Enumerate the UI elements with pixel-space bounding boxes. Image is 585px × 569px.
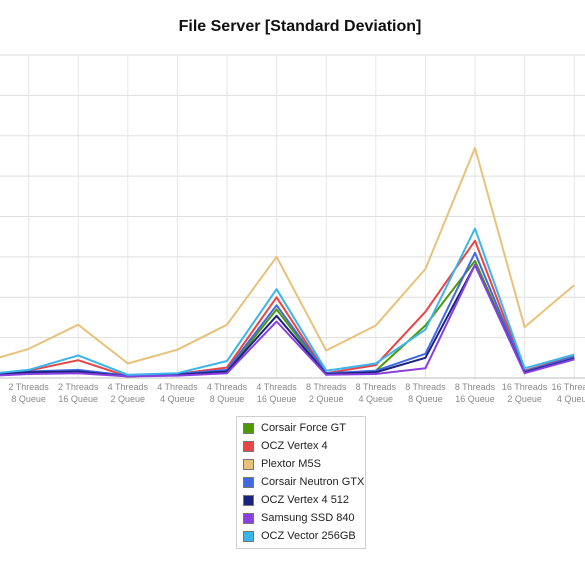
legend-label: Plextor M5S (261, 458, 321, 470)
x-tick-label: 8 Threads 8 Queue (405, 382, 446, 404)
series-layer (0, 146, 575, 378)
legend-swatch (243, 512, 254, 524)
legend-item: Corsair Force GT (237, 419, 365, 437)
x-tick-label: 8 Threads 2 Queue (306, 382, 347, 404)
legend: Corsair Force GT OCZ Vertex 4 Plextor M5S C… (236, 416, 366, 549)
series-line (0, 239, 575, 378)
legend-swatch (243, 458, 254, 470)
x-tick-label: 8 Threads 16 Queue (455, 382, 496, 404)
legend-swatch (243, 530, 254, 542)
legend-item: OCZ Vertex 4 (237, 437, 365, 455)
legend-swatch (243, 494, 254, 506)
legend-item: OCZ Vertex 4 512 (237, 491, 365, 509)
legend-swatch (243, 422, 254, 434)
legend-label: OCZ Vertex 4 512 (261, 494, 350, 506)
series-line (0, 263, 575, 378)
legend-label: OCZ Vertex 4 (261, 440, 328, 452)
legend-item: Plextor M5S (237, 455, 365, 473)
x-tick-label: 4 Threads 2 Queue (108, 382, 149, 404)
legend-label: Samsung SSD 840 (261, 512, 355, 524)
legend-label: Corsair Neutron GTX (261, 476, 365, 488)
x-tick-label: 2 Threads 8 Queue (8, 382, 49, 404)
legend-swatch (243, 440, 254, 452)
x-tick-label: 2 Threads 16 Queue (58, 382, 99, 404)
legend-label: Corsair Force GT (261, 422, 346, 434)
legend-item: Samsung SSD 840 (237, 509, 365, 527)
series-line (0, 251, 575, 377)
legend-item: OCZ Vector 256GB (237, 527, 365, 545)
series-line (0, 227, 575, 376)
legend-swatch (243, 476, 254, 488)
chart-title: File Server [Standard Deviation] (178, 18, 422, 35)
series-line (0, 146, 575, 365)
x-tick-label: 8 Threads 4 Queue (356, 382, 397, 404)
x-tick-label: 4 Threads 8 Queue (207, 382, 248, 404)
x-tick-label: 4 Threads 16 Queue (256, 382, 297, 404)
legend-item: Corsair Neutron GTX (237, 473, 365, 491)
x-tick-label: 4 Threads 4 Queue (157, 382, 198, 404)
x-tick-label: 16 Threads 2 Queue (502, 382, 548, 404)
legend-label: OCZ Vector 256GB (261, 530, 356, 542)
